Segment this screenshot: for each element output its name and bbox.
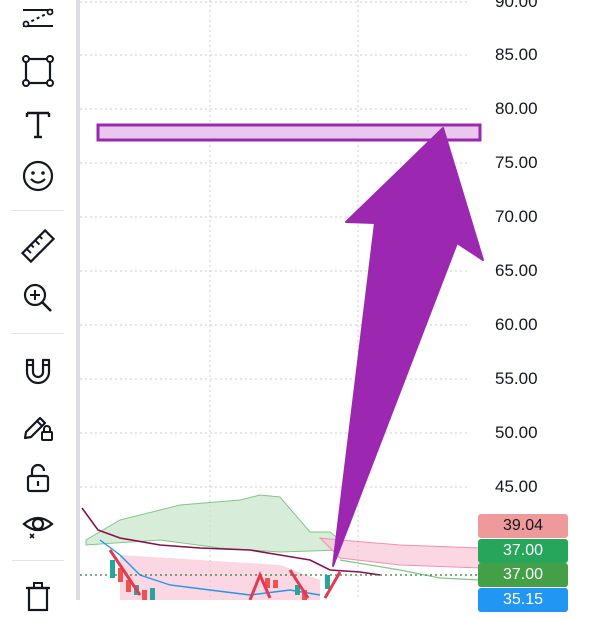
trend-line-tool-icon: [22, 8, 54, 28]
zigzag-line: [108, 549, 342, 600]
text-tool-icon: [25, 111, 51, 139]
rectangle-drawing[interactable]: [96, 123, 482, 142]
trash-tool[interactable]: [14, 572, 62, 620]
price-badge-indicator: 37.00: [478, 563, 568, 587]
toolbar-splitter[interactable]: [76, 0, 80, 600]
price-axis-label: 70.00: [495, 207, 538, 226]
trash-tool-icon: [26, 582, 50, 612]
visibility-tool-icon: [22, 516, 54, 539]
price-axis-label: 60.00: [495, 315, 538, 334]
price-axis-label: 50.00: [495, 423, 538, 442]
price-axis-label: 80.00: [495, 99, 538, 118]
rectangle-tool[interactable]: [14, 47, 62, 95]
ichimoku-lagging-line: [339, 559, 481, 581]
price-badge-last: 39.04: [478, 514, 568, 538]
price-badge-indicator: 35.15: [478, 588, 568, 612]
ruler-tool-icon: [20, 228, 56, 264]
chart-pane[interactable]: 90.00 85.00 80.00 75.00 70.00 65.00 60.0…: [80, 0, 600, 612]
text-tool[interactable]: [14, 100, 62, 148]
magnet-tool-icon: [25, 358, 51, 385]
ruler-tool[interactable]: [14, 222, 62, 270]
visibility-tool[interactable]: [14, 502, 62, 550]
ichimoku-base-line: [81, 507, 381, 576]
emoji-tool-icon: [22, 160, 54, 192]
ichimoku-cloud-bearish: [318, 537, 481, 569]
zoom-in-tool[interactable]: [14, 274, 62, 322]
rectangle-tool-icon: [22, 55, 54, 87]
emoji-tool[interactable]: [14, 152, 62, 200]
ichimoku-conversion-line: [99, 539, 321, 596]
price-axis-label: 90.00: [495, 0, 538, 11]
arrow-drawing[interactable]: [332, 127, 484, 567]
price-axis-label: 85.00: [495, 45, 538, 64]
toolbar-separator: [12, 210, 64, 211]
magnet-tool[interactable]: [14, 346, 62, 394]
ichimoku-cloud-bearish-lower: [120, 555, 320, 600]
lock-drawing-tool[interactable]: [14, 402, 62, 450]
lock-drawing-tool-icon: [23, 416, 53, 441]
zoom-in-tool-icon: [23, 283, 52, 312]
price-axis-label: 65.00: [495, 261, 538, 280]
trend-line-tool[interactable]: [14, 0, 62, 42]
price-axis-label: 55.00: [495, 369, 538, 388]
drawing-toolbar: [0, 0, 78, 612]
chart-canvas[interactable]: [80, 0, 600, 600]
toolbar-separator: [12, 333, 64, 334]
unlock-tool-icon: [26, 463, 50, 493]
unlock-tool[interactable]: [14, 454, 62, 502]
ichimoku-cloud-bullish: [85, 494, 341, 553]
price-axis-label: 75.00: [495, 153, 538, 172]
price-badge-indicator: 37.00: [478, 539, 568, 563]
price-axis-label: 45.00: [495, 477, 538, 496]
toolbar-separator: [12, 560, 64, 561]
